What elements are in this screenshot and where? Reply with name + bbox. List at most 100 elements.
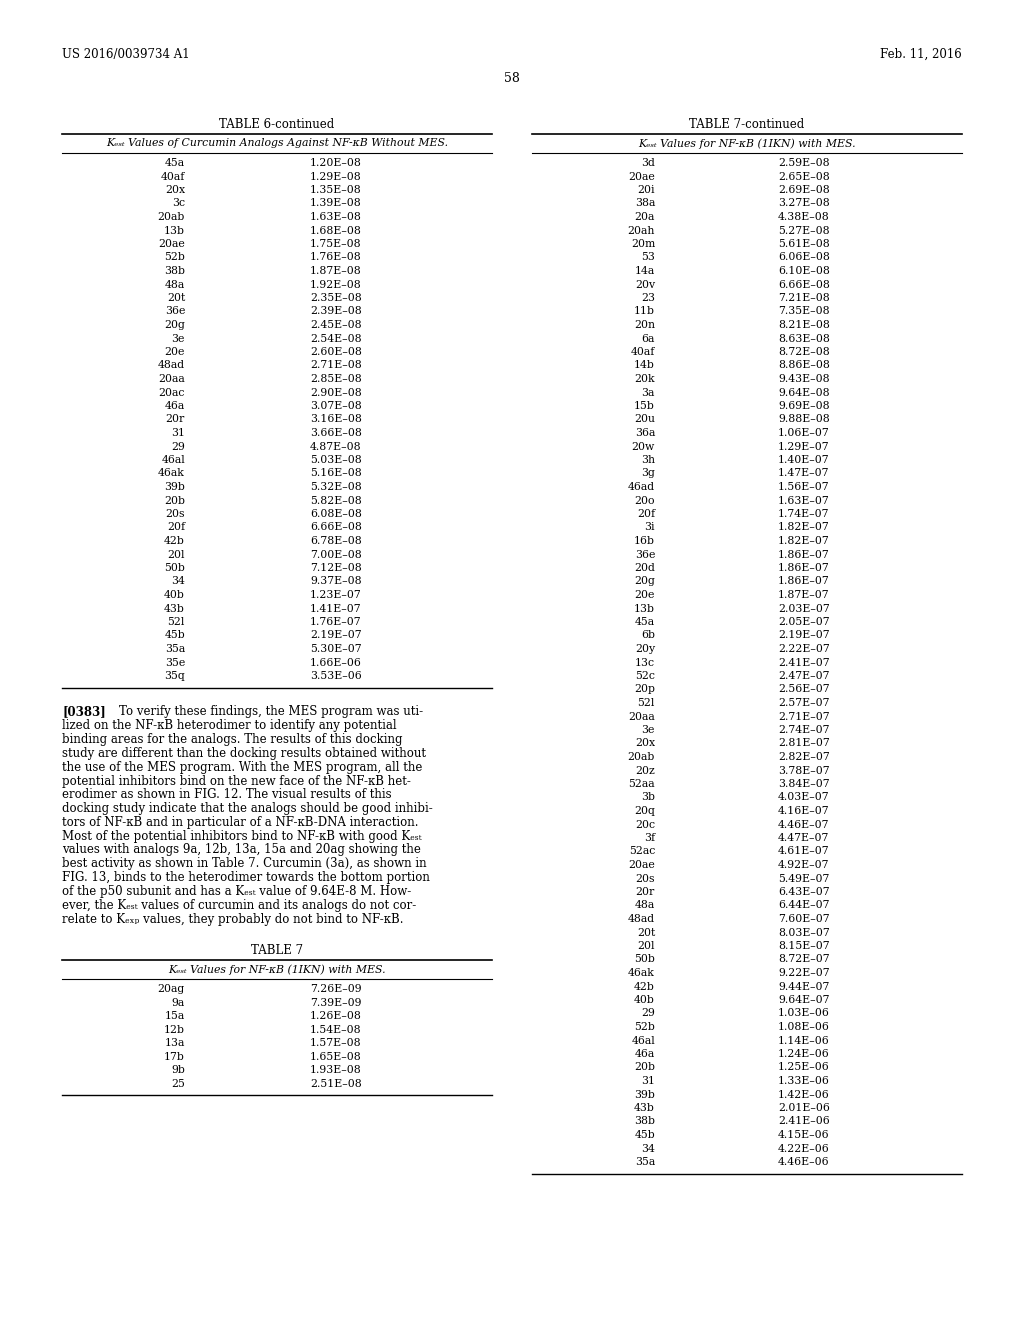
Text: 20s: 20s xyxy=(636,874,655,883)
Text: [0383]: [0383] xyxy=(62,705,105,718)
Text: 20ae: 20ae xyxy=(629,861,655,870)
Text: 15a: 15a xyxy=(165,1011,185,1022)
Text: 48a: 48a xyxy=(635,900,655,911)
Text: 20e: 20e xyxy=(165,347,185,356)
Text: 40af: 40af xyxy=(161,172,185,181)
Text: 1.65E–08: 1.65E–08 xyxy=(310,1052,361,1061)
Text: 6.43E–07: 6.43E–07 xyxy=(778,887,829,898)
Text: 1.35E–08: 1.35E–08 xyxy=(310,185,361,195)
Text: 20f: 20f xyxy=(637,510,655,519)
Text: 3d: 3d xyxy=(641,158,655,168)
Text: 1.24E–06: 1.24E–06 xyxy=(778,1049,829,1059)
Text: 2.71E–08: 2.71E–08 xyxy=(310,360,361,371)
Text: 2.22E–07: 2.22E–07 xyxy=(778,644,829,653)
Text: 45b: 45b xyxy=(634,1130,655,1140)
Text: 2.81E–07: 2.81E–07 xyxy=(778,738,829,748)
Text: 3.78E–07: 3.78E–07 xyxy=(778,766,829,776)
Text: binding areas for the analogs. The results of this docking: binding areas for the analogs. The resul… xyxy=(62,733,402,746)
Text: 1.20E–08: 1.20E–08 xyxy=(310,158,361,168)
Text: 2.45E–08: 2.45E–08 xyxy=(310,319,361,330)
Text: 4.92E–07: 4.92E–07 xyxy=(778,861,829,870)
Text: 36a: 36a xyxy=(635,428,655,438)
Text: 20ab: 20ab xyxy=(158,213,185,222)
Text: 52l: 52l xyxy=(638,698,655,708)
Text: 5.16E–08: 5.16E–08 xyxy=(310,469,361,479)
Text: 3b: 3b xyxy=(641,792,655,803)
Text: 20o: 20o xyxy=(635,495,655,506)
Text: 46al: 46al xyxy=(161,455,185,465)
Text: 2.03E–07: 2.03E–07 xyxy=(778,603,829,614)
Text: 34: 34 xyxy=(171,577,185,586)
Text: 1.63E–07: 1.63E–07 xyxy=(778,495,829,506)
Text: 1.29E–07: 1.29E–07 xyxy=(778,441,829,451)
Text: 2.59E–08: 2.59E–08 xyxy=(778,158,829,168)
Text: 4.46E–07: 4.46E–07 xyxy=(778,820,829,829)
Text: 46ad: 46ad xyxy=(628,482,655,492)
Text: FIG. 13, binds to the heterodimer towards the bottom portion: FIG. 13, binds to the heterodimer toward… xyxy=(62,871,430,884)
Text: Kₑₛₜ Values of Curcumin Analogs Against NF-κB Without MES.: Kₑₛₜ Values of Curcumin Analogs Against … xyxy=(105,139,449,148)
Text: 1.63E–08: 1.63E–08 xyxy=(310,213,361,222)
Text: 20c: 20c xyxy=(635,820,655,829)
Text: 5.49E–07: 5.49E–07 xyxy=(778,874,829,883)
Text: 2.69E–08: 2.69E–08 xyxy=(778,185,829,195)
Text: 6a: 6a xyxy=(642,334,655,343)
Text: 1.86E–07: 1.86E–07 xyxy=(778,577,829,586)
Text: 15b: 15b xyxy=(634,401,655,411)
Text: potential inhibitors bind on the new face of the NF-κB het-: potential inhibitors bind on the new fac… xyxy=(62,775,411,788)
Text: 40af: 40af xyxy=(631,347,655,356)
Text: 45a: 45a xyxy=(635,616,655,627)
Text: 7.60E–07: 7.60E–07 xyxy=(778,913,829,924)
Text: 17b: 17b xyxy=(164,1052,185,1061)
Text: 3.53E–06: 3.53E–06 xyxy=(310,671,361,681)
Text: 1.76E–07: 1.76E–07 xyxy=(310,616,361,627)
Text: 20d: 20d xyxy=(634,564,655,573)
Text: 40b: 40b xyxy=(634,995,655,1005)
Text: 1.86E–07: 1.86E–07 xyxy=(778,549,829,560)
Text: 4.22E–06: 4.22E–06 xyxy=(778,1143,829,1154)
Text: 34: 34 xyxy=(641,1143,655,1154)
Text: 50b: 50b xyxy=(164,564,185,573)
Text: 45a: 45a xyxy=(165,158,185,168)
Text: 1.86E–07: 1.86E–07 xyxy=(778,564,829,573)
Text: 2.41E–06: 2.41E–06 xyxy=(778,1117,829,1126)
Text: 1.56E–07: 1.56E–07 xyxy=(778,482,829,492)
Text: 6.66E–08: 6.66E–08 xyxy=(778,280,829,289)
Text: 46al: 46al xyxy=(631,1035,655,1045)
Text: 1.23E–07: 1.23E–07 xyxy=(310,590,361,601)
Text: 1.93E–08: 1.93E–08 xyxy=(310,1065,361,1076)
Text: 4.87E–08: 4.87E–08 xyxy=(310,441,361,451)
Text: 2.82E–07: 2.82E–07 xyxy=(778,752,829,762)
Text: erodimer as shown in FIG. 12. The visual results of this: erodimer as shown in FIG. 12. The visual… xyxy=(62,788,391,801)
Text: 29: 29 xyxy=(171,441,185,451)
Text: 3i: 3i xyxy=(644,523,655,532)
Text: 2.19E–07: 2.19E–07 xyxy=(310,631,361,640)
Text: 35q: 35q xyxy=(164,671,185,681)
Text: 5.82E–08: 5.82E–08 xyxy=(310,495,361,506)
Text: 8.72E–08: 8.72E–08 xyxy=(778,347,829,356)
Text: 20ae: 20ae xyxy=(159,239,185,249)
Text: 20v: 20v xyxy=(635,280,655,289)
Text: 42b: 42b xyxy=(164,536,185,546)
Text: lized on the NF-κB heterodimer to identify any potential: lized on the NF-κB heterodimer to identi… xyxy=(62,719,396,733)
Text: 2.74E–07: 2.74E–07 xyxy=(778,725,829,735)
Text: 9.44E–07: 9.44E–07 xyxy=(778,982,829,991)
Text: 48ad: 48ad xyxy=(628,913,655,924)
Text: 4.61E–07: 4.61E–07 xyxy=(778,846,829,857)
Text: 1.26E–08: 1.26E–08 xyxy=(310,1011,361,1022)
Text: 6.66E–08: 6.66E–08 xyxy=(310,523,361,532)
Text: US 2016/0039734 A1: US 2016/0039734 A1 xyxy=(62,48,189,61)
Text: Kₑₛₜ Values for NF-κB (1IKN) with MES.: Kₑₛₜ Values for NF-κB (1IKN) with MES. xyxy=(168,965,386,975)
Text: 3e: 3e xyxy=(172,334,185,343)
Text: 2.01E–06: 2.01E–06 xyxy=(778,1104,829,1113)
Text: 52aa: 52aa xyxy=(629,779,655,789)
Text: 29: 29 xyxy=(641,1008,655,1019)
Text: 20r: 20r xyxy=(166,414,185,425)
Text: 9a: 9a xyxy=(172,998,185,1007)
Text: 20ah: 20ah xyxy=(628,226,655,235)
Text: 20l: 20l xyxy=(638,941,655,950)
Text: 2.05E–07: 2.05E–07 xyxy=(778,616,829,627)
Text: 7.00E–08: 7.00E–08 xyxy=(310,549,361,560)
Text: 9b: 9b xyxy=(171,1065,185,1076)
Text: 20i: 20i xyxy=(638,185,655,195)
Text: 38b: 38b xyxy=(164,267,185,276)
